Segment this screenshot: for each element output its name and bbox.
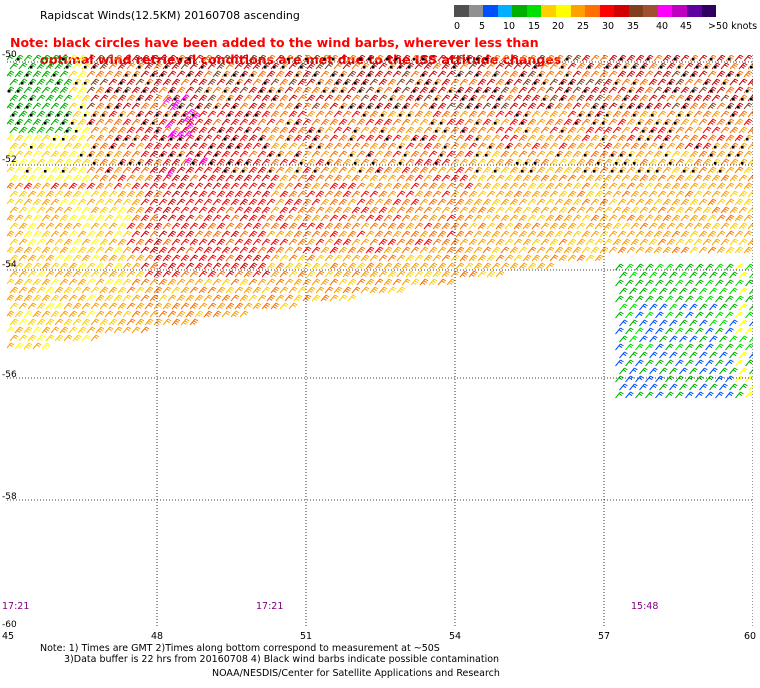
colorbar-swatch <box>541 5 556 17</box>
colorbar-label: 0 <box>454 21 461 32</box>
latitude-label: -60 <box>2 620 17 630</box>
time-label-2: 17:21 <box>256 601 284 612</box>
latitude-label: -50 <box>2 50 17 60</box>
time-label-1: 17:21 <box>2 601 30 612</box>
grid-lines <box>7 55 753 627</box>
speed-colorbar <box>454 5 717 17</box>
colorbar-swatch <box>687 5 702 17</box>
footnote-line-2: 3)Data buffer is 22 hrs from 20160708 4)… <box>64 654 500 665</box>
colorbar-swatch <box>672 5 687 17</box>
colorbar-swatch <box>585 5 600 17</box>
colorbar-label: 15 <box>528 21 541 32</box>
colorbar-swatch <box>497 5 513 17</box>
colorbar-swatch <box>643 5 658 17</box>
colorbar-swatch <box>570 5 586 17</box>
longitude-label: 45 <box>2 631 15 642</box>
wind-map <box>7 55 753 627</box>
note-line-2: optimal wind retrieval conditions are me… <box>40 52 562 67</box>
colorbar-swatch <box>599 5 615 17</box>
colorbar-swatch <box>701 5 717 17</box>
colorbar-label: 5 <box>479 21 486 32</box>
colorbar-swatch <box>628 5 644 17</box>
colorbar-label: 25 <box>577 21 590 32</box>
colorbar-label: 20 <box>552 21 565 32</box>
latitude-label: -56 <box>2 370 17 380</box>
map-title: Rapidscat Winds(12.5KM) 20160708 ascendi… <box>40 9 300 22</box>
colorbar-swatch <box>526 5 542 17</box>
colorbar-swatch <box>614 5 629 17</box>
colorbar-swatch <box>657 5 673 17</box>
colorbar-label: 30 <box>602 21 615 32</box>
latitude-label: -54 <box>2 260 17 270</box>
wind-barbs <box>7 55 753 399</box>
note-line-1: Note: black circles have been added to t… <box>10 35 539 50</box>
red-note: Note: black circles have been added to t… <box>10 34 561 68</box>
colorbar-swatch <box>483 5 498 17</box>
longitude-label: 48 <box>151 631 164 642</box>
colorbar-label: 40 <box>656 21 669 32</box>
colorbar-swatch <box>512 5 527 17</box>
colorbar-label: 45 <box>680 21 693 32</box>
colorbar-swatch <box>454 5 469 17</box>
colorbar-label: 35 <box>627 21 640 32</box>
time-label-3: 15:48 <box>631 601 659 612</box>
longitude-label: 51 <box>300 631 313 642</box>
longitude-label: 57 <box>598 631 611 642</box>
credit-line: NOAA/NESDIS/Center for Satellite Applica… <box>212 668 500 679</box>
colorbar-swatch <box>555 5 571 17</box>
footnote-line-1: Note: 1) Times are GMT 2)Times along bot… <box>40 643 440 654</box>
latitude-label: -58 <box>2 492 17 502</box>
colorbar-label: 10 <box>503 21 516 32</box>
longitude-label: 54 <box>449 631 462 642</box>
longitude-label: 60 <box>744 631 757 642</box>
latitude-label: -52 <box>2 155 17 165</box>
colorbar-swatch <box>468 5 484 17</box>
colorbar-label: >50 knots <box>708 21 758 32</box>
